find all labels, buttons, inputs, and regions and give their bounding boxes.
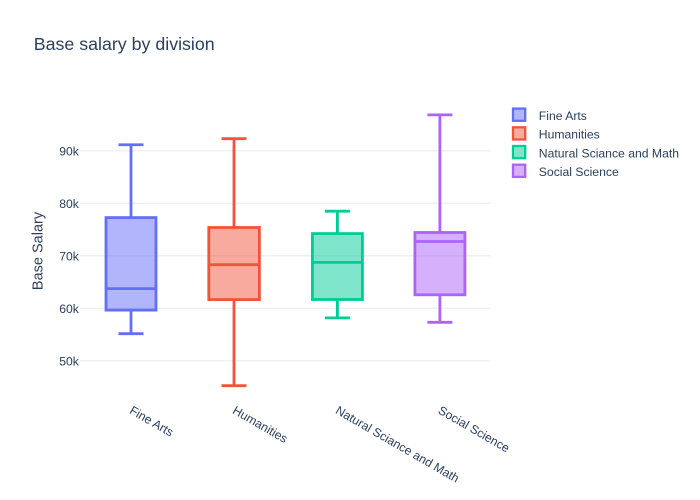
svg-text:60k: 60k <box>59 302 80 316</box>
svg-text:Humanities: Humanities <box>539 128 600 142</box>
svg-text:Natural Sciance and Math: Natural Sciance and Math <box>539 146 679 160</box>
svg-text:90k: 90k <box>59 144 80 158</box>
svg-text:Social Science: Social Science <box>539 165 619 179</box>
svg-text:Base Salary: Base Salary <box>31 211 47 290</box>
svg-text:50k: 50k <box>59 354 80 368</box>
svg-text:Fine Arts: Fine Arts <box>539 109 587 123</box>
svg-text:Base salary by division: Base salary by division <box>34 34 215 54</box>
svg-text:70k: 70k <box>59 249 80 263</box>
svg-text:80k: 80k <box>59 197 80 211</box>
